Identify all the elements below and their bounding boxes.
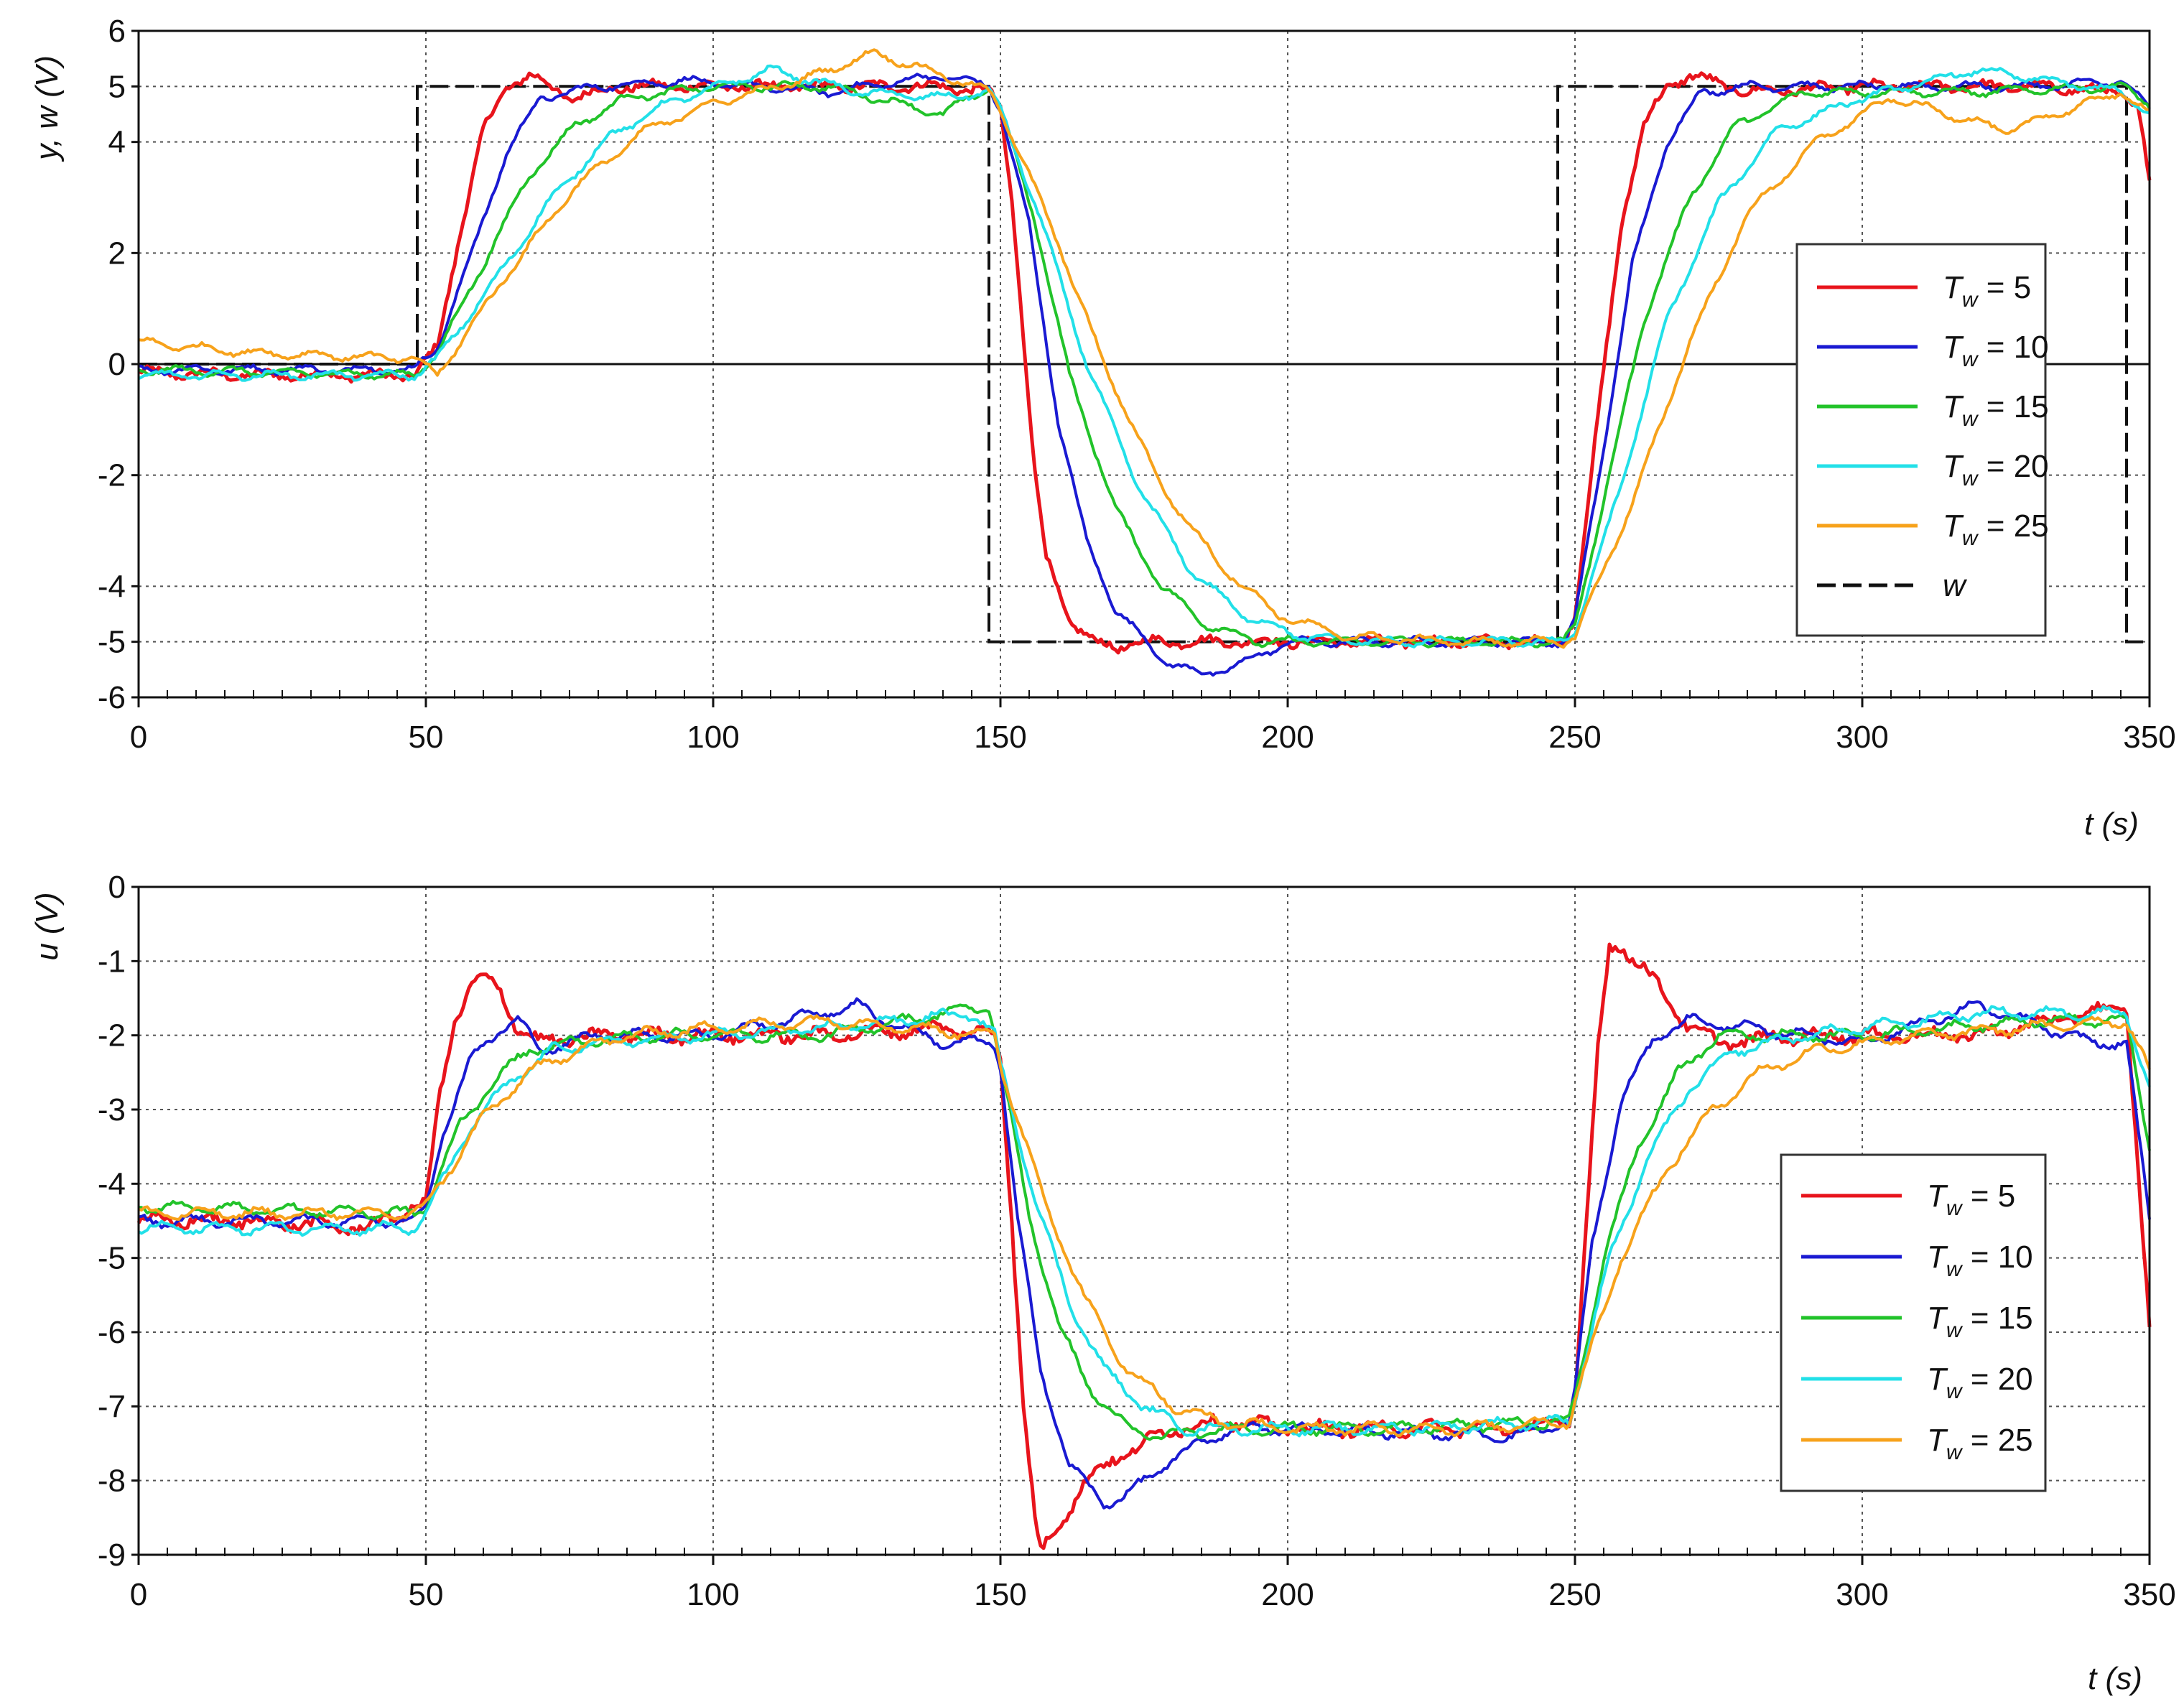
y-tick-label: -6 <box>98 680 126 715</box>
x-tick-label: 100 <box>687 720 739 755</box>
x-axis-title-top: t (s) <box>2084 806 2139 842</box>
y-tick-label: -5 <box>98 625 126 660</box>
x-tick-label: 50 <box>409 720 444 755</box>
y-axis-title-bottom: u (V) <box>29 892 65 960</box>
ticks-bottom <box>131 885 2151 1565</box>
series-line-4 <box>138 64 2150 648</box>
x-tick-label: 300 <box>1836 1577 1888 1612</box>
y-tick-label: -3 <box>98 1092 126 1127</box>
legend-bottom: Tw = 5 Tw = 10 Tw = 15 Tw = 20 Tw = 25 <box>1780 1153 2047 1492</box>
y-axis-title-top: y, w (V) <box>29 55 65 162</box>
y-tick-label: 5 <box>108 69 126 104</box>
series-layer-top <box>138 48 2152 677</box>
x-tick-label: 250 <box>1548 720 1601 755</box>
y-tick-label: -4 <box>98 1166 126 1201</box>
y-tick-label: -8 <box>98 1464 126 1499</box>
y-tick-label: 0 <box>108 347 126 382</box>
x-tick-label: 250 <box>1548 1577 1601 1612</box>
x-tick-label: 0 <box>130 1577 147 1612</box>
series-line-1 <box>136 942 2152 1550</box>
x-tick-label: 300 <box>1836 720 1888 755</box>
y-tick-labels-bottom: -9 -8 -7 -6 -5 -4 -3 -2 -1 0 <box>98 870 126 1573</box>
y-tick-label: 6 <box>108 14 126 49</box>
legend-label: w <box>1943 568 1968 603</box>
y-tick-label: -5 <box>98 1241 126 1276</box>
x-tick-label: 350 <box>2123 1577 2175 1612</box>
legend-box-bottom <box>1780 1153 2047 1492</box>
y-tick-label: 2 <box>108 236 126 271</box>
legend-label: Tw = 5 <box>1927 1178 2015 1220</box>
legend-label: Tw = 15 <box>1943 389 2049 431</box>
series-line-3 <box>138 80 2151 648</box>
series-line-2 <box>138 73 2151 677</box>
legend-label: Tw = 25 <box>1927 1423 2033 1464</box>
y-tick-label: 0 <box>108 870 126 905</box>
x-tick-label: 50 <box>409 1577 444 1612</box>
legend-box-top <box>1795 243 2047 637</box>
y-tick-label: -9 <box>98 1538 126 1573</box>
x-tick-label: 150 <box>974 1577 1026 1612</box>
series-line-3 <box>138 1003 2151 1441</box>
chart-bottom: -9 -8 -7 -6 -5 -4 -3 -2 -1 0 0 50 100 150 200 250 300 35… <box>29 870 2176 1696</box>
x-tick-label: 0 <box>130 720 147 755</box>
y-tick-label: -6 <box>98 1315 126 1350</box>
series-line-5 <box>138 1014 2151 1438</box>
x-tick-label: 200 <box>1261 720 1314 755</box>
legend-label: Tw = 15 <box>1927 1301 2033 1342</box>
series-layer-bottom <box>136 942 2152 1550</box>
chart-top: -6 -5 -4 -2 0 2 4 5 6 0 50 100 150 200 250 300 350 y, w… <box>29 14 2176 842</box>
x-axis-title-bottom: t (s) <box>2088 1661 2142 1696</box>
x-tick-label: 200 <box>1261 1577 1314 1612</box>
series-line-5 <box>138 48 2150 649</box>
y-tick-label: -7 <box>98 1389 126 1424</box>
x-tick-label: 100 <box>687 1577 739 1612</box>
y-tick-label: -1 <box>98 944 126 979</box>
x-tick-label: 150 <box>974 720 1026 755</box>
y-tick-label: -4 <box>98 569 126 604</box>
legend-label: Tw = 10 <box>1943 330 2049 371</box>
legend-label: Tw = 10 <box>1927 1240 2033 1281</box>
ticks-top <box>131 29 2151 707</box>
legend-label: Tw = 20 <box>1927 1362 2033 1403</box>
legend-top: Tw = 5 Tw = 10 Tw = 15 Tw = 20 Tw = 25 w <box>1795 243 2049 637</box>
x-tick-labels-bottom: 0 50 100 150 200 250 300 350 <box>130 1577 2176 1612</box>
x-tick-label: 350 <box>2123 720 2175 755</box>
legend-label: Tw = 25 <box>1943 508 2049 550</box>
y-tick-label: 4 <box>108 125 126 160</box>
legend-label: Tw = 5 <box>1943 270 2031 312</box>
y-tick-label: -2 <box>98 458 126 493</box>
x-tick-labels-top: 0 50 100 150 200 250 300 350 <box>130 720 2176 755</box>
y-tick-label: -2 <box>98 1018 126 1054</box>
y-tick-labels-top: -6 -5 -4 -2 0 2 4 5 6 <box>98 14 126 715</box>
legend-label: Tw = 20 <box>1943 449 2049 490</box>
